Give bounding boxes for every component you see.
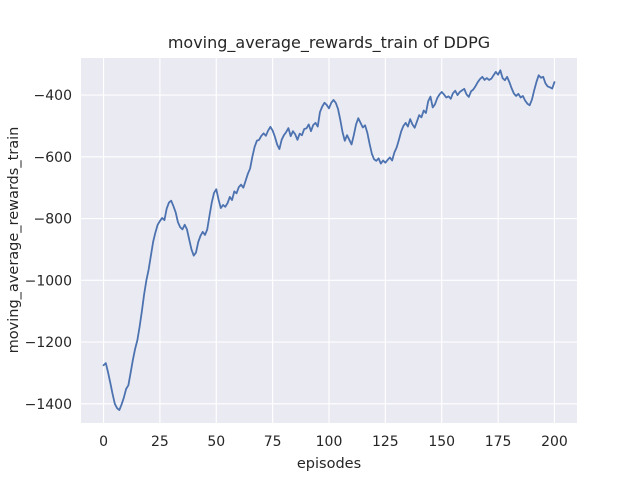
y-tick-label: −1400 [25, 397, 72, 413]
x-axis-title: episodes [297, 456, 361, 472]
x-tick-label: 200 [541, 434, 568, 450]
x-tick-label: 175 [485, 434, 512, 450]
y-tick-label: −1200 [25, 335, 72, 351]
x-tick-label: 25 [151, 434, 169, 450]
x-tick-label: 50 [207, 434, 225, 450]
x-tick-label: 0 [99, 434, 108, 450]
plot-area: 0 25 50 75 100 125 150 175 200 −400 −600 −800 −1000 −… [25, 58, 577, 450]
y-tick-label: −1000 [25, 273, 72, 289]
x-tick-label: 150 [428, 434, 455, 450]
x-tick-label: 125 [372, 434, 399, 450]
y-tick-label: −600 [34, 150, 72, 166]
x-tick-label: 100 [316, 434, 343, 450]
y-tick-label: −800 [34, 212, 72, 228]
x-tick-label: 75 [264, 434, 282, 450]
y-axis-title: moving_average_rewards_train [6, 127, 22, 354]
chart-title: moving_average_rewards_train of DDPG [168, 33, 490, 53]
y-tick-label: −400 [34, 88, 72, 104]
data-line [102, 69, 556, 411]
